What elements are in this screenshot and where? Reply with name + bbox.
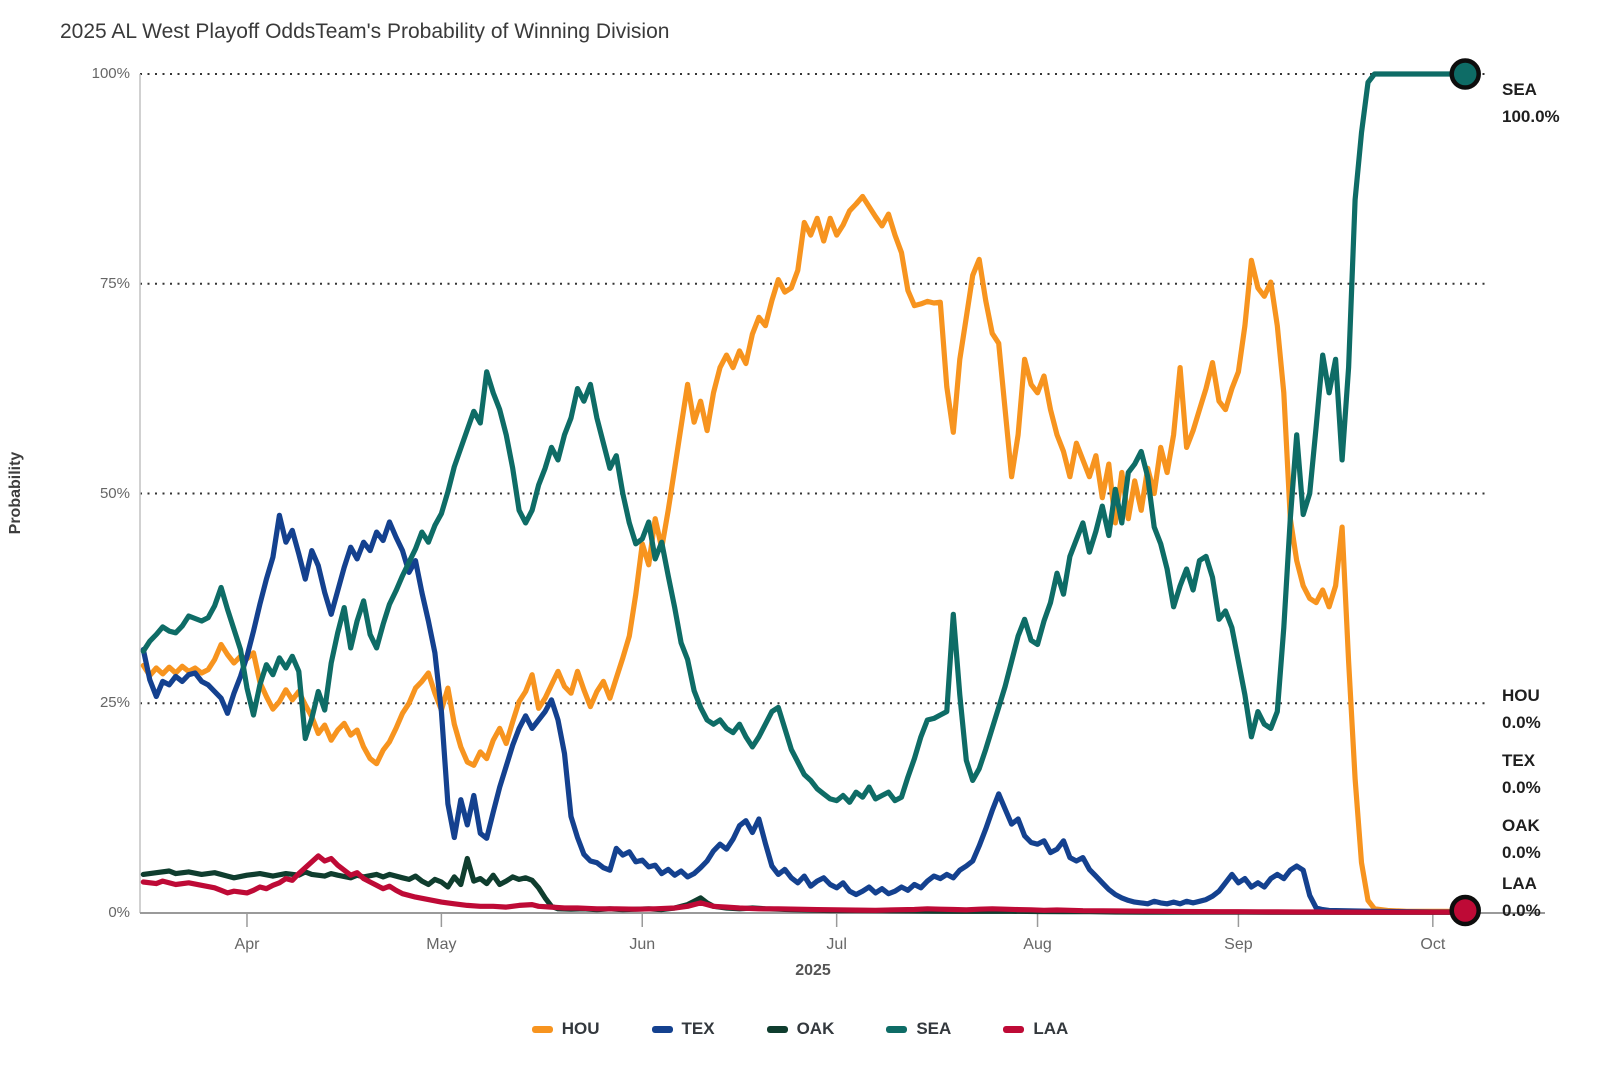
end-label-team: LAA [1502,874,1537,893]
end-label-SEA: SEA 100.0% [1502,76,1560,130]
end-label-HOU: HOU 0.0% [1502,682,1541,736]
end-label-value: 0.0% [1502,778,1541,797]
legend-item-LAA[interactable]: LAA [1003,1019,1068,1039]
x-tick-label-Oct: Oct [1420,936,1446,953]
y-tick-label-25%: 25% [99,694,130,712]
end-label-OAK: OAK 0.0% [1502,812,1541,866]
end-label-LAA: LAA 0.0% [1502,870,1541,924]
x-tick-label-Apr: Apr [234,936,260,953]
x-tick-label-Jun: Jun [629,936,656,953]
legend-swatch-icon [766,1025,788,1033]
series-line-HOU [140,193,1468,914]
end-label-team: TEX [1502,751,1536,770]
legend-item-TEX[interactable]: TEX [651,1019,715,1039]
legend-label: HOU [561,1019,600,1038]
legend-label: LAA [1033,1019,1069,1038]
x-tick-label-Aug: Aug [1023,936,1052,953]
legend-swatch-icon [886,1025,908,1033]
series-line-TEX [140,512,1468,915]
legend-swatch-icon [531,1025,553,1033]
chart-subtitle: Team's Probability of Winning Division [315,20,670,43]
end-label-team: OAK [1502,816,1540,835]
end-label-value: 0.0% [1502,843,1541,862]
legend-swatch-icon [651,1025,673,1033]
legend-item-SEA[interactable]: SEA [886,1019,951,1039]
end-marker-SEA [1449,58,1481,90]
end-label-TEX: TEX 0.0% [1502,747,1541,801]
x-tick-label-May: May [426,936,457,953]
x-axis-label: 2025 [795,962,831,979]
end-label-value: 100.0% [1502,107,1560,126]
x-tick-label-Sep: Sep [1224,936,1253,953]
series-line-LAA [140,853,1468,915]
chart-title-row: 2025 AL West Playoff OddsTeam's Probabil… [60,20,669,44]
end-label-team: HOU [1502,686,1540,705]
y-tick-label-50%: 50% [99,484,130,502]
legend-label: TEX [681,1019,715,1038]
legend-swatch-icon [1003,1025,1025,1033]
end-label-value: 0.0% [1502,713,1541,732]
y-tick-label-0%: 0% [108,904,130,921]
legend-item-HOU[interactable]: HOU [531,1019,600,1039]
legend-item-OAK[interactable]: OAK [766,1019,835,1039]
legend-label: SEA [916,1019,952,1038]
y-tick-label-100%: 100% [91,65,130,82]
chart-title: 2025 AL West Playoff Odds [60,20,316,43]
x-tick-label-Jul: Jul [826,936,847,953]
legend: HOU TEX OAK SEA LAA [0,1019,1600,1039]
legend-label: OAK [796,1019,835,1038]
end-label-team: SEA [1502,80,1537,99]
end-marker-LAA [1449,894,1481,927]
end-label-value: 0.0% [1502,901,1541,920]
series-line-SEA [140,71,1468,805]
y-tick-label-75%: 75% [99,274,130,292]
